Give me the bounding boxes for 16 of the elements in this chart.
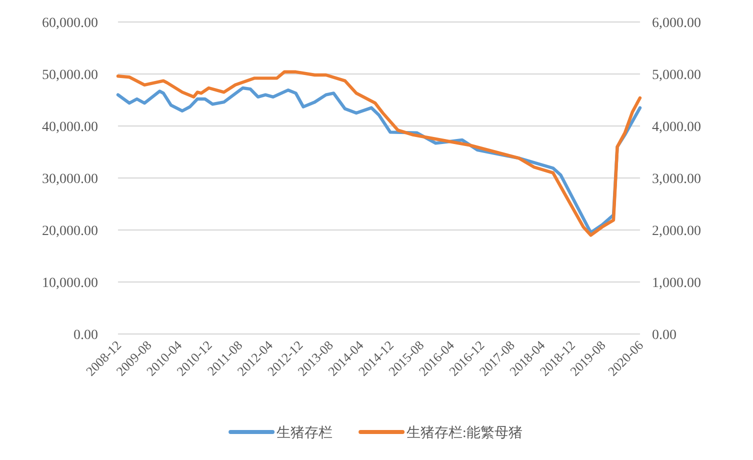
y2-tick-label: 5,000.00 bbox=[652, 68, 701, 83]
y-tick-label: 10,000.00 bbox=[42, 276, 98, 291]
legend-label: 生猪存栏 bbox=[276, 425, 333, 441]
y-tick-label: 0.00 bbox=[74, 328, 98, 343]
y-tick-label: 30,000.00 bbox=[42, 172, 98, 187]
y-tick-label: 40,000.00 bbox=[42, 120, 98, 135]
y2-tick-label: 6,000.00 bbox=[652, 16, 701, 31]
y-tick-label: 60,000.00 bbox=[42, 16, 98, 31]
y-tick-label: 50,000.00 bbox=[42, 68, 98, 83]
y2-tick-label: 4,000.00 bbox=[652, 120, 701, 135]
y2-tick-label: 0.00 bbox=[652, 328, 676, 343]
legend-label: 生猪存栏:能繁母猪 bbox=[406, 425, 522, 441]
y2-tick-label: 2,000.00 bbox=[652, 224, 701, 239]
y-tick-label: 20,000.00 bbox=[42, 224, 98, 239]
y2-tick-label: 3,000.00 bbox=[652, 172, 701, 187]
y2-tick-label: 1,000.00 bbox=[652, 276, 701, 291]
